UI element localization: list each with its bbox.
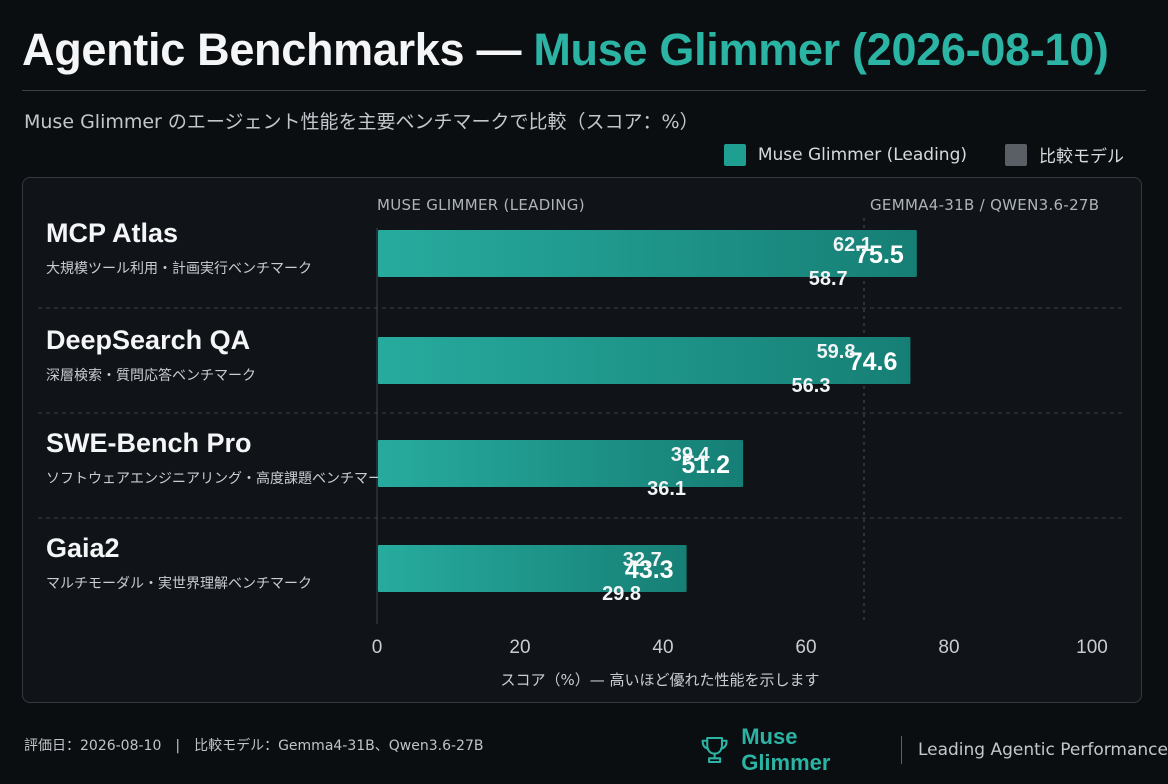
category-desc-mcp-atlas: 大規模ツール利用・計画実行ベンチマーク bbox=[46, 261, 312, 277]
left-column-header: MUSE GLIMMER (LEADING) bbox=[377, 196, 585, 214]
value-label-comparison-2-swe-bench-pro: 36.1 bbox=[647, 478, 686, 500]
category-desc-swe-bench-pro: ソフトウェアエンジニアリング・高度課題ベンチマーク bbox=[46, 470, 396, 487]
x-tick-label: 80 bbox=[938, 637, 959, 658]
value-label-muse-mcp-atlas: 75.5 bbox=[855, 241, 904, 269]
bar-muse-deepsearch-qa bbox=[378, 337, 911, 384]
footer-info: 評価日：2026-08-10 | 比較モデル：Gemma4-31B、Qwen3.… bbox=[24, 738, 484, 754]
category-label-swe-bench-pro: SWE-Bench Pro bbox=[46, 428, 252, 458]
bar-muse-swe-bench-pro bbox=[378, 440, 744, 487]
footer-tagline: Leading Agentic Performance bbox=[917, 740, 1168, 760]
chart-legend: Muse Glimmer (Leading) 比較モデル bbox=[686, 142, 1124, 167]
legend-label-comparison: 比較モデル bbox=[1039, 147, 1124, 167]
title-divider bbox=[22, 90, 1146, 91]
x-tick-label: 40 bbox=[652, 637, 673, 658]
page-title: Agentic Benchmarks — Muse Glimmer (2026-… bbox=[22, 24, 1109, 76]
legend-label-muse: Muse Glimmer (Leading) bbox=[757, 144, 967, 165]
value-label-comparison-1-swe-bench-pro: 39.4 bbox=[671, 444, 711, 466]
category-label-gaia2: Gaia2 bbox=[46, 533, 120, 563]
category-desc-gaia2: マルチモーダル・実世界理解ベンチマーク bbox=[46, 576, 312, 592]
bar-muse-mcp-atlas bbox=[378, 230, 917, 277]
bar-muse-gaia2 bbox=[378, 545, 687, 592]
footer-brand: Muse Glimmer Leading Agentic Performance bbox=[698, 724, 1168, 776]
category-label-deepsearch-qa: DeepSearch QA bbox=[46, 325, 250, 355]
legend-item-muse: Muse Glimmer (Leading) bbox=[723, 143, 967, 166]
x-tick-label: 60 bbox=[795, 637, 816, 658]
value-label-comparison-1-mcp-atlas: 62.1 bbox=[833, 234, 872, 256]
value-label-comparison-2-deepsearch-qa: 56.3 bbox=[792, 375, 831, 397]
footer-brand-name: Muse Glimmer bbox=[741, 724, 831, 775]
right-column-header: GEMMA4-31B / QWEN3.6-27B bbox=[870, 196, 1099, 214]
legend-item-comparison: 比較モデル bbox=[1005, 142, 1124, 167]
title-main: Agentic Benchmarks — bbox=[22, 24, 522, 75]
value-label-muse-swe-bench-pro: 51.2 bbox=[681, 451, 730, 479]
value-label-comparison-2-gaia2: 29.8 bbox=[602, 583, 641, 605]
category-label-mcp-atlas: MCP Atlas bbox=[46, 218, 178, 248]
category-desc-deepsearch-qa: 深層検索・質問応答ベンチマーク bbox=[46, 367, 256, 384]
value-label-comparison-1-deepsearch-qa: 59.8 bbox=[817, 341, 856, 363]
x-tick-label: 0 bbox=[372, 637, 383, 658]
title-accent: Muse Glimmer (2026-08-10) bbox=[533, 24, 1109, 75]
legend-swatch-comparison bbox=[1005, 143, 1027, 166]
x-axis-label: スコア（%）— 高いほど優れた性能を示します bbox=[500, 671, 819, 689]
footer-brand-divider bbox=[901, 736, 902, 764]
subtitle: Muse Glimmer のエージェント性能を主要ベンチマークで比較（スコア：%… bbox=[24, 111, 699, 133]
value-label-muse-gaia2: 43.3 bbox=[625, 556, 674, 584]
value-label-muse-deepsearch-qa: 74.6 bbox=[849, 348, 898, 376]
trophy-icon bbox=[701, 736, 728, 764]
x-tick-label: 20 bbox=[509, 637, 530, 658]
legend-swatch-muse bbox=[723, 143, 746, 166]
value-label-comparison-1-gaia2: 32.7 bbox=[623, 549, 662, 571]
x-tick-label: 100 bbox=[1076, 637, 1108, 658]
value-label-comparison-2-mcp-atlas: 58.7 bbox=[809, 268, 848, 290]
